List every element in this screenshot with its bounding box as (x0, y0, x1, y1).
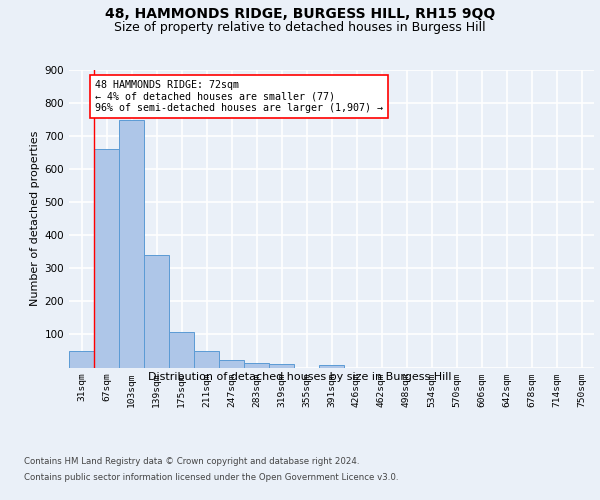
Text: 48 HAMMONDS RIDGE: 72sqm
← 4% of detached houses are smaller (77)
96% of semi-de: 48 HAMMONDS RIDGE: 72sqm ← 4% of detache… (95, 80, 383, 113)
Text: 48, HAMMONDS RIDGE, BURGESS HILL, RH15 9QQ: 48, HAMMONDS RIDGE, BURGESS HILL, RH15 9… (105, 8, 495, 22)
Bar (244, 363, 269, 368)
Bar (119, 120, 144, 368)
Bar (169, 332, 194, 368)
Bar (269, 364, 294, 368)
Text: Contains HM Land Registry data © Crown copyright and database right 2024.: Contains HM Land Registry data © Crown c… (24, 458, 359, 466)
Text: Distribution of detached houses by size in Burgess Hill: Distribution of detached houses by size … (148, 372, 452, 382)
Text: Size of property relative to detached houses in Burgess Hill: Size of property relative to detached ho… (114, 21, 486, 34)
Bar (69, 351, 94, 368)
Bar (94, 150, 119, 368)
Bar (319, 365, 344, 368)
Bar (194, 351, 219, 368)
Bar (144, 255, 169, 368)
Bar (219, 360, 244, 368)
Y-axis label: Number of detached properties: Number of detached properties (31, 131, 40, 306)
Text: Contains public sector information licensed under the Open Government Licence v3: Contains public sector information licen… (24, 472, 398, 482)
